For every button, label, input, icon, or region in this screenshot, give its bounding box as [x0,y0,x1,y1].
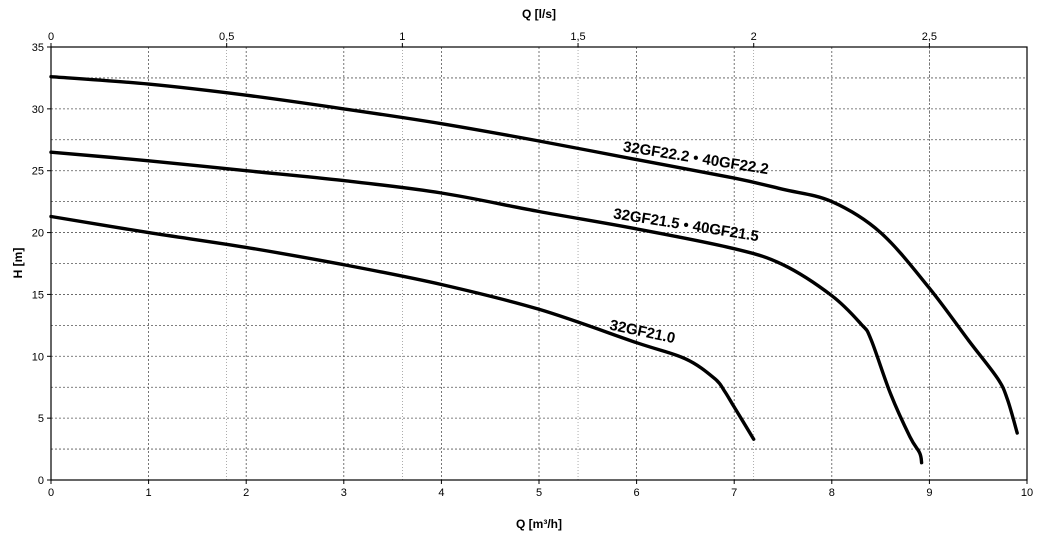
x2-tick-label: 0 [48,31,54,43]
grid-lines [51,47,1027,480]
y-tick-label: 20 [32,228,44,240]
curve-series-1 [49,75,1019,435]
curve-series-3 [49,214,756,441]
x2-tick-label: 2 [751,31,757,43]
x-tick-label: 2 [243,487,249,499]
y-tick-label: 25 [32,166,44,178]
x2-tick-label: 1 [399,31,405,43]
curve-series-2 [49,150,924,465]
y-tick-label: 10 [32,351,44,363]
x-tick-label: 3 [341,487,347,499]
x-tick-label: 6 [634,487,640,499]
y-axis-title: H [m] [11,248,25,279]
x2-tick-label: 0,5 [219,31,234,43]
x-tick-label: 1 [146,487,152,499]
x-tick-label: 10 [1021,487,1033,499]
x2-tick-label: 2,5 [922,31,937,43]
x2-axis-title: Q [l/s] [522,7,556,21]
x-tick-label: 7 [731,487,737,499]
x-tick-label: 8 [829,487,835,499]
x-tick-label: 9 [926,487,932,499]
y-tick-label: 30 [32,104,44,116]
x-tick-label: 4 [438,487,444,499]
x-axis-title: Q [m³/h] [516,517,562,531]
y-tick-label: 0 [38,475,44,487]
y-axis-ticks: 0 5 10 15 20 25 30 35 [32,42,51,487]
performance-curves [49,75,1019,465]
y-tick-label: 5 [38,413,44,425]
x2-tick-label: 1,5 [570,31,585,43]
x-tick-label: 0 [48,487,54,499]
y-tick-label: 35 [32,42,44,54]
x-axis-ticks: 0 1 2 3 4 5 6 7 8 9 10 [48,480,1033,499]
x2-axis-ticks: 0 0,5 1 1,5 2 2,5 [48,31,937,47]
y-tick-label: 15 [32,289,44,301]
x-tick-label: 5 [536,487,542,499]
curve-label-3: 32GF21.0 [608,317,677,348]
